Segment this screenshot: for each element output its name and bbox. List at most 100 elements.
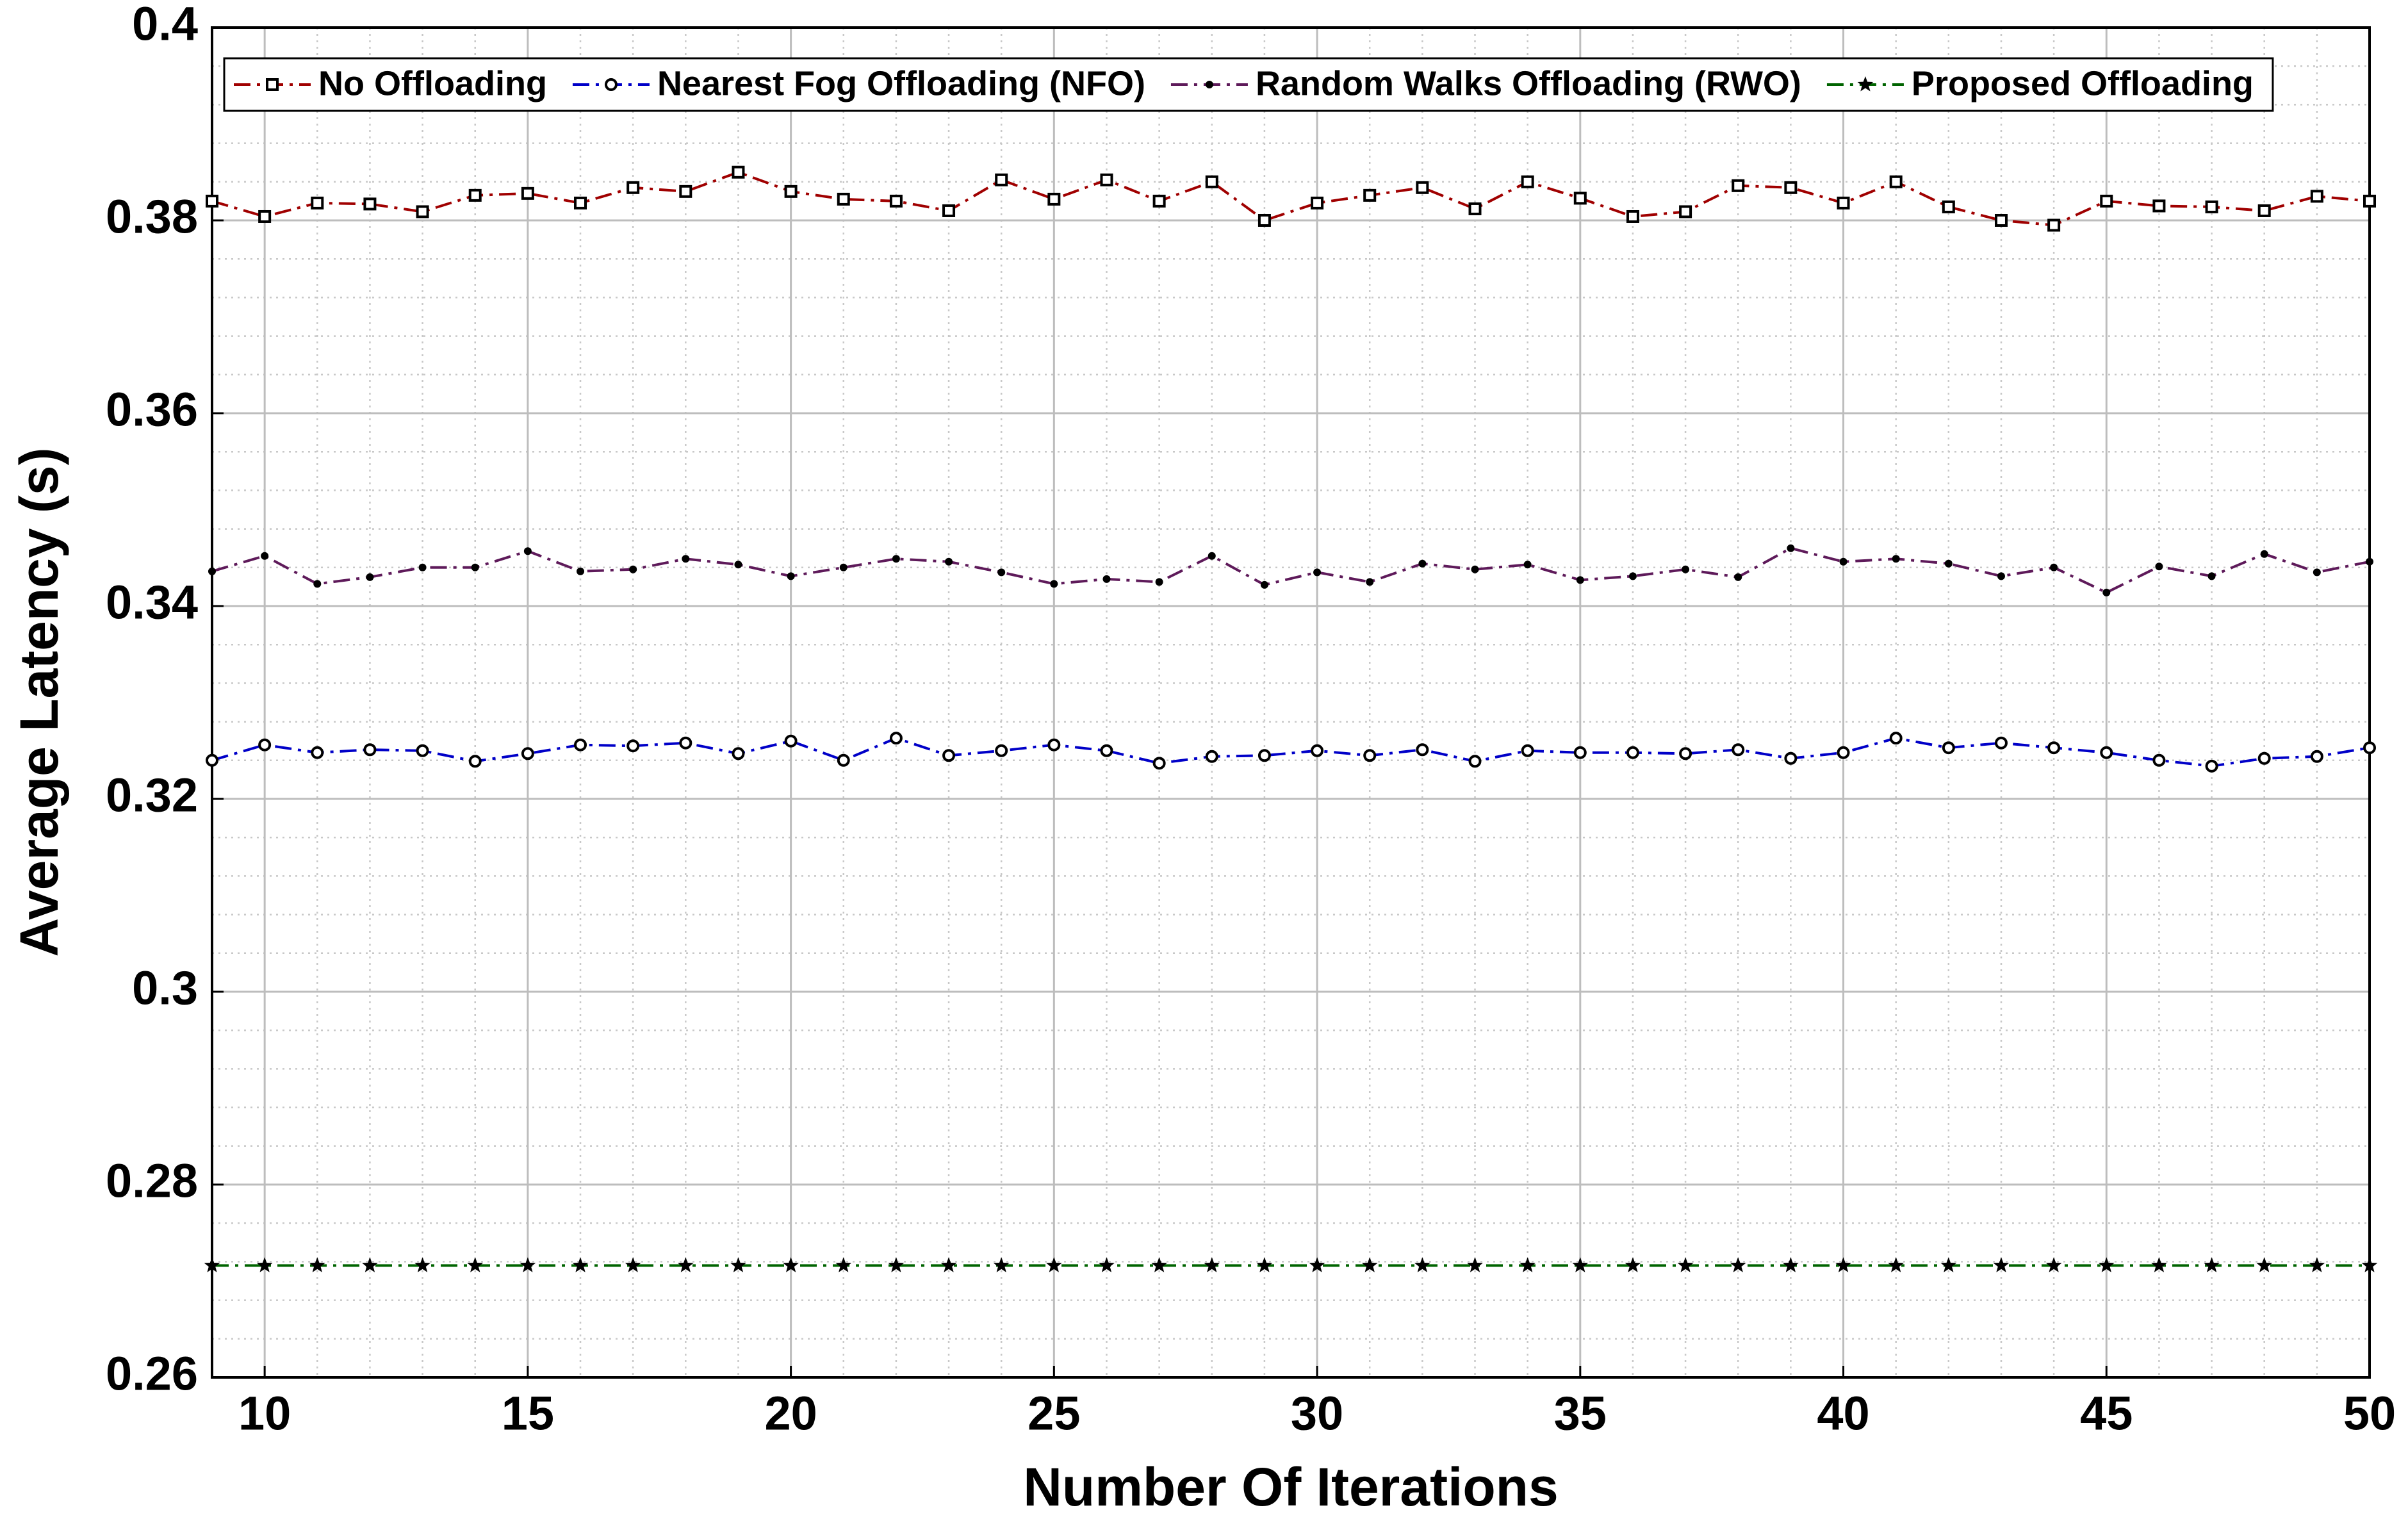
marker <box>1257 749 1271 762</box>
marker <box>1100 173 1113 186</box>
marker <box>734 561 742 569</box>
marker <box>1679 747 1692 760</box>
y-tick-label: 0.38 <box>106 190 198 243</box>
x-tick-label: 50 <box>2343 1387 2396 1440</box>
marker <box>1787 544 1795 552</box>
marker <box>787 572 795 580</box>
marker <box>1888 1257 1904 1272</box>
marker <box>889 732 903 745</box>
marker <box>2155 562 2163 571</box>
marker <box>313 580 322 588</box>
marker <box>416 744 429 757</box>
marker <box>574 196 587 209</box>
marker <box>206 753 218 767</box>
marker <box>1626 209 1639 223</box>
marker <box>467 1257 484 1272</box>
marker <box>1837 196 1850 209</box>
marker <box>521 186 534 200</box>
marker <box>837 753 850 767</box>
plot-frame <box>211 26 2371 1379</box>
marker <box>1257 214 1271 227</box>
marker <box>1573 746 1587 759</box>
legend-label: Nearest Fog Offloading (NFO) <box>657 64 1145 103</box>
marker <box>942 749 956 762</box>
marker <box>1889 732 1903 745</box>
x-tick-label: 45 <box>2080 1387 2133 1440</box>
marker <box>2205 759 2218 773</box>
marker <box>311 196 324 209</box>
x-tick-label: 25 <box>1028 1387 1080 1440</box>
marker <box>1940 1257 1957 1272</box>
marker <box>1626 746 1639 759</box>
marker <box>625 1257 641 1272</box>
marker <box>1783 1257 1799 1272</box>
marker <box>362 1257 378 1272</box>
marker <box>414 1257 430 1272</box>
marker <box>629 565 637 573</box>
marker <box>1625 1257 1641 1272</box>
marker <box>837 192 850 206</box>
marker <box>1366 578 1374 586</box>
marker <box>309 1257 325 1272</box>
x-tick-label: 15 <box>502 1387 554 1440</box>
series-line <box>211 737 2370 768</box>
marker <box>940 1257 957 1272</box>
marker <box>1205 750 1218 763</box>
marker <box>1099 1257 1115 1272</box>
marker <box>1942 200 1955 213</box>
marker <box>520 1257 536 1272</box>
marker <box>1309 1257 1325 1272</box>
marker <box>363 197 377 211</box>
marker <box>1471 565 1479 573</box>
marker <box>784 734 798 748</box>
marker <box>604 78 618 91</box>
marker <box>2313 568 2321 577</box>
marker <box>2151 1257 2167 1272</box>
marker <box>1993 1257 2010 1272</box>
marker <box>523 547 532 555</box>
marker <box>2366 557 2373 566</box>
marker <box>2260 550 2268 558</box>
marker <box>1260 580 1268 589</box>
marker <box>1152 194 1166 208</box>
marker <box>1994 736 2008 750</box>
marker <box>204 1257 220 1272</box>
marker <box>1418 559 1427 568</box>
marker <box>2152 199 2166 213</box>
marker <box>732 165 745 179</box>
marker <box>2050 563 2058 571</box>
marker <box>1205 175 1218 188</box>
marker <box>1416 743 1429 757</box>
series-line <box>211 546 2370 595</box>
marker <box>574 738 587 751</box>
marker <box>1414 1257 1430 1272</box>
marker <box>311 746 324 759</box>
marker <box>2310 750 2323 763</box>
marker <box>1050 580 1058 588</box>
marker <box>1677 1257 1694 1272</box>
marker <box>1416 181 1429 194</box>
marker <box>1046 1257 1062 1272</box>
marker <box>1047 192 1061 206</box>
x-tick-label: 30 <box>1291 1387 1343 1440</box>
marker <box>732 747 745 760</box>
marker <box>366 573 374 581</box>
marker <box>1100 744 1113 757</box>
marker <box>679 185 692 198</box>
marker <box>889 194 903 208</box>
marker <box>1521 175 1534 188</box>
marker <box>2205 200 2218 213</box>
marker <box>1839 557 1847 566</box>
marker <box>418 563 427 571</box>
marker <box>2361 1257 2378 1272</box>
marker <box>783 1257 799 1272</box>
marker <box>1155 578 1163 586</box>
marker <box>1311 744 1324 757</box>
marker <box>1837 746 1850 759</box>
x-tick-label: 10 <box>238 1387 291 1440</box>
marker <box>1784 751 1798 765</box>
marker <box>892 555 900 563</box>
marker <box>1152 757 1166 770</box>
marker <box>945 557 953 566</box>
